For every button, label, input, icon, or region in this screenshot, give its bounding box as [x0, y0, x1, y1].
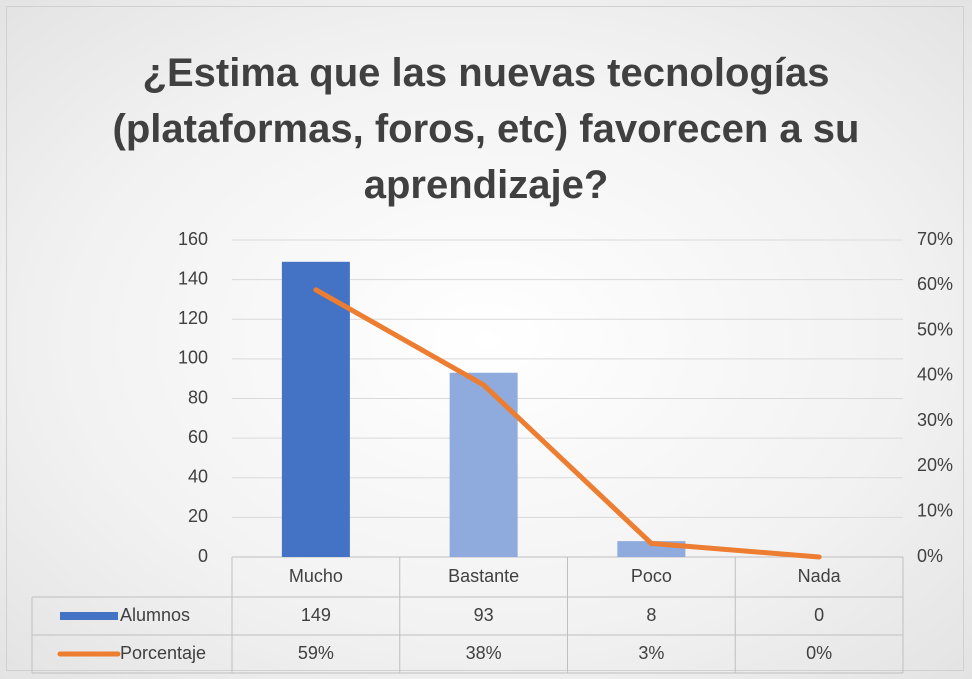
y2-tick-label: 30% [917, 410, 953, 430]
x-tick-label: Bastante [448, 566, 519, 586]
chart-frame [6, 6, 964, 671]
y-tick-label: 140 [178, 268, 208, 288]
legend-key [60, 612, 118, 620]
x-tick-label: Mucho [289, 566, 343, 586]
legend-label: Porcentaje [120, 643, 206, 663]
table-value: 59% [298, 643, 334, 663]
table-value: 0% [806, 643, 832, 663]
y-tick-label: 60 [188, 427, 208, 447]
y2-tick-label: 20% [917, 455, 953, 475]
y-tick-label: 120 [178, 308, 208, 328]
y2-tick-label: 0% [917, 546, 943, 566]
y-tick-label: 80 [188, 387, 208, 407]
y2-tick-label: 40% [917, 365, 953, 385]
y-tick-label: 20 [188, 506, 208, 526]
bar [281, 261, 350, 557]
legend-label: Alumnos [120, 605, 190, 625]
y2-tick-label: 60% [917, 274, 953, 294]
x-tick-label: Poco [631, 566, 672, 586]
y-tick-label: 160 [178, 229, 208, 249]
table-value: 0 [814, 605, 824, 625]
chart-title: ¿Estima que las nuevas tecnologías (plat… [112, 51, 860, 207]
table-value: 8 [646, 605, 656, 625]
bar [449, 372, 518, 557]
y2-tick-label: 70% [917, 229, 953, 249]
y-tick-label: 100 [178, 348, 208, 368]
table-value: 3% [638, 643, 664, 663]
table-value: 38% [466, 643, 502, 663]
line [313, 287, 822, 560]
y2-tick-label: 10% [917, 500, 953, 520]
table-value: 93 [474, 605, 494, 625]
y-tick-label: 40 [188, 467, 208, 487]
x-tick-label: Nada [798, 566, 842, 586]
y2-tick-label: 50% [917, 319, 953, 339]
y-tick-label: 0 [198, 546, 208, 566]
table-value: 149 [301, 605, 331, 625]
